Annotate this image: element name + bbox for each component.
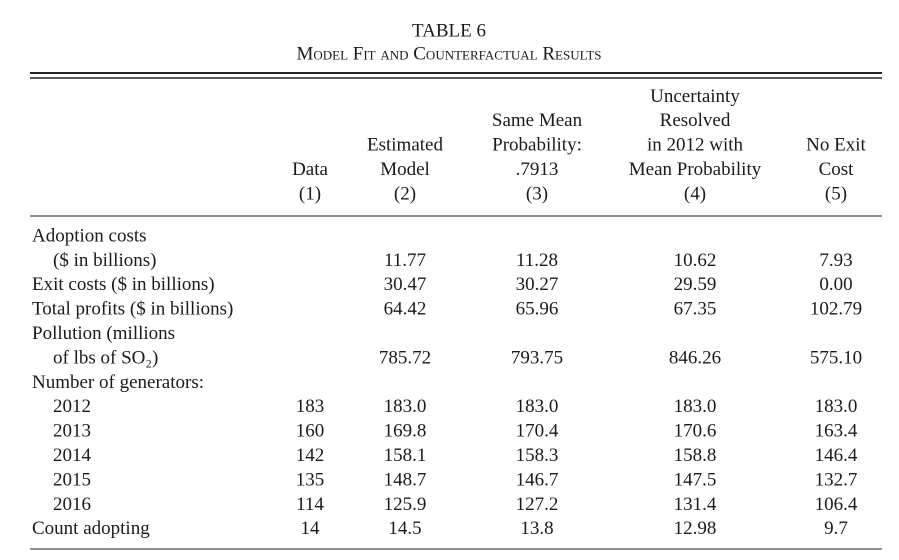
table-cell: 183.0 xyxy=(384,396,427,417)
table-cell: 7.93 xyxy=(819,250,852,271)
table-cell: 11.28 xyxy=(516,250,558,271)
row-label: 2015 xyxy=(53,469,91,490)
table-title: TABLE 6 xyxy=(412,20,486,41)
table-cell: 0.00 xyxy=(819,274,852,295)
table-cell: 183.0 xyxy=(815,396,858,417)
row-label: 2016 xyxy=(53,494,91,515)
column-header: Cost xyxy=(819,159,855,180)
table-cell: 65.96 xyxy=(516,299,559,320)
column-header: Same Mean xyxy=(492,110,583,131)
row-label: Count adopting xyxy=(32,518,150,539)
column-header: (5) xyxy=(825,183,847,204)
table-cell: 169.8 xyxy=(384,421,427,442)
column-header: Data xyxy=(292,159,328,180)
table-cell: 147.5 xyxy=(674,469,717,490)
table-subtitle: Model Fit and Counterfactual Results xyxy=(296,43,601,64)
table-cell: 785.72 xyxy=(379,347,431,368)
row-label: 2014 xyxy=(53,445,92,466)
table-cell: 183 xyxy=(296,396,325,417)
column-header: Mean Probability xyxy=(629,159,762,180)
column-header: (1) xyxy=(299,183,321,204)
table-cell: 131.4 xyxy=(674,494,717,515)
column-header: Resolved xyxy=(660,110,731,131)
table-cell: 183.0 xyxy=(516,396,559,417)
table-cell: 170.6 xyxy=(674,421,717,442)
row-label: Adoption costs xyxy=(32,225,147,246)
table-cell: 127.2 xyxy=(516,494,559,515)
column-header: .7913 xyxy=(516,159,559,180)
table-cell: 170.4 xyxy=(516,421,559,442)
table-cell: 158.3 xyxy=(516,445,559,466)
column-header: Estimated xyxy=(367,135,443,156)
table-cell: 160 xyxy=(296,421,325,442)
table-cell: 183.0 xyxy=(674,396,717,417)
table-cell: 146.4 xyxy=(815,445,858,466)
table-cell: 30.47 xyxy=(384,274,427,295)
table-cell: 102.79 xyxy=(810,299,862,320)
table-cell: 30.27 xyxy=(516,274,559,295)
table-cell: 14 xyxy=(301,518,321,539)
table-cell: 13.8 xyxy=(520,518,553,539)
table-cell: 67.35 xyxy=(674,299,717,320)
column-header: Uncertainty xyxy=(650,86,740,107)
row-label: Exit costs ($ in billions) xyxy=(32,274,215,295)
table-cell: 846.26 xyxy=(669,347,721,368)
column-header: (4) xyxy=(684,183,706,204)
table-cell: 158.1 xyxy=(384,445,427,466)
table-cell: 14.5 xyxy=(388,518,421,539)
row-label: ($ in billions) xyxy=(53,250,156,271)
row-label: of lbs of SO₂) xyxy=(53,347,158,368)
column-header: No Exit xyxy=(806,135,866,156)
table-cell: 10.62 xyxy=(674,250,717,271)
table-cell: 142 xyxy=(296,445,325,466)
table-cell: 135 xyxy=(296,469,325,490)
table-cell: 106.4 xyxy=(815,494,858,515)
table-cell: 64.42 xyxy=(384,299,427,320)
table-cell: 148.7 xyxy=(384,469,427,490)
table-cell: 132.7 xyxy=(815,469,858,490)
column-header: Model xyxy=(380,159,430,180)
column-header: in 2012 with xyxy=(647,135,744,156)
table-cell: 125.9 xyxy=(384,494,427,515)
column-header: (2) xyxy=(394,183,416,204)
table-cell: 575.10 xyxy=(810,347,862,368)
table-cell: 158.8 xyxy=(674,445,717,466)
row-label: 2012 xyxy=(53,396,91,417)
table-cell: 29.59 xyxy=(674,274,717,295)
table-cell: 11.77 xyxy=(384,250,426,271)
row-label: Total profits ($ in billions) xyxy=(32,299,233,320)
column-header: Probability: xyxy=(492,135,582,156)
table-cell: 146.7 xyxy=(516,469,559,490)
column-header: (3) xyxy=(526,183,548,204)
table-cell: 114 xyxy=(296,494,324,515)
table-cell: 12.98 xyxy=(674,518,717,539)
row-label: Pollution (millions xyxy=(32,323,175,344)
table-cell: 9.7 xyxy=(824,518,848,539)
table-cell: 163.4 xyxy=(815,421,858,442)
table-cell: 793.75 xyxy=(511,347,563,368)
row-label: Number of generators: xyxy=(32,372,204,393)
row-label: 2013 xyxy=(53,421,91,442)
